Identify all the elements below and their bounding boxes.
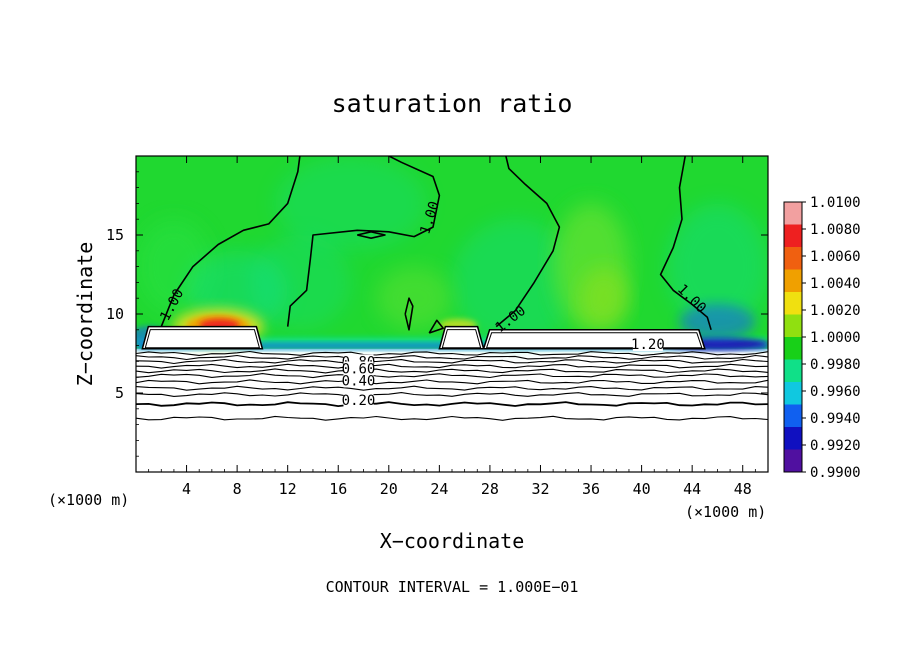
colorbar-swatch-4 <box>784 292 802 315</box>
field-blob-3 <box>452 219 579 346</box>
chart-title: saturation ratio <box>332 89 573 118</box>
colorbar-label-9: 0.9920 <box>810 438 861 454</box>
x-tick-label-0: 4 <box>182 480 191 498</box>
colorbar-label-10: 0.9900 <box>810 465 861 481</box>
cloud-inner-contour-0 <box>144 329 261 349</box>
y-axis-label: Z−coordinate <box>73 242 97 387</box>
colorbar-swatch-2 <box>784 247 802 270</box>
colorbar-swatch-1 <box>784 224 802 248</box>
contour-horizontal-0 <box>136 350 768 356</box>
x-unit-left: (×1000 m) <box>48 491 129 509</box>
colorbar-label-3: 1.0040 <box>810 276 861 292</box>
colorbar-label-6: 0.9980 <box>810 357 861 373</box>
saturation-field <box>136 156 768 472</box>
contour-horizontal-4 <box>136 368 768 374</box>
field-blob-1 <box>275 156 427 251</box>
x-tick-label-6: 28 <box>481 480 499 498</box>
plot-area: 1.001.001.001.001.200.800.600.400.20 <box>136 156 768 472</box>
contour-label-4: 1.20 <box>631 337 665 353</box>
contour-1-00-path-2 <box>495 156 561 328</box>
x-tick-label-10: 44 <box>683 480 701 498</box>
y-tick-label-0: 5 <box>115 384 124 402</box>
contour-label-bg-4 <box>632 337 663 351</box>
y-axis-ticks: 5 10 15 <box>106 171 768 457</box>
contour-interval-note: CONTOUR INTERVAL = 1.000E−01 <box>326 578 579 596</box>
colorbar-label-7: 0.9960 <box>810 384 861 400</box>
contour-label-group-8: 0.20 <box>342 393 376 409</box>
y-tick-label-1: 10 <box>106 305 124 323</box>
colorbar: 1.0100 1.0080 1.0060 1.0040 1.0020 1.0000 0.99… <box>783 195 861 481</box>
colorbar-swatch-10 <box>784 427 802 450</box>
x-tick-label-11: 48 <box>734 480 752 498</box>
field-blob-4 <box>666 203 768 330</box>
contour-label-bg-6 <box>343 361 374 376</box>
contour-horizontal-9 <box>136 401 768 408</box>
contour-1-00-path-3 <box>659 156 712 331</box>
x-tick-label-4: 20 <box>380 480 398 498</box>
contour-label-bg-7 <box>343 373 374 388</box>
colorbar-label-4: 1.0020 <box>810 303 861 319</box>
x-tick-label-1: 8 <box>233 480 242 498</box>
field-blob-7 <box>376 266 452 330</box>
colorbar-swatch-7 <box>784 359 802 383</box>
contour-label-bg-8 <box>343 393 374 408</box>
colorbar-swatch-5 <box>784 314 802 338</box>
contour-1-00-path-5 <box>357 231 386 239</box>
colorbar-label-8: 0.9940 <box>810 411 861 427</box>
cloud-inner-contour-1 <box>441 329 482 349</box>
cloud-inner-contour-2 <box>485 332 703 349</box>
contour-label-group-7: 0.40 <box>342 373 376 389</box>
x-tick-label-8: 36 <box>582 480 600 498</box>
contour-1-00-path-0 <box>160 156 301 327</box>
cloud-region-1 <box>438 325 485 350</box>
contour-1-00-path-6 <box>428 319 444 334</box>
contour-horizontal-6 <box>136 379 768 385</box>
colorbar-swatch-3 <box>784 269 802 293</box>
colorbar-swatch-6 <box>784 337 802 360</box>
x-unit-right: (×1000 m) <box>685 503 766 521</box>
x-tick-label-3: 16 <box>329 480 347 498</box>
y-tick-label-2: 15 <box>106 226 124 244</box>
x-axis-ticks: 4 8 12 16 20 24 28 32 36 40 44 48 <box>148 156 756 498</box>
colorbar-label-0: 1.0100 <box>810 195 861 211</box>
contour-horizontal-8 <box>136 392 768 398</box>
x-tick-label-7: 32 <box>531 480 549 498</box>
colorbar-swatch-11 <box>784 449 802 473</box>
x-tick-label-2: 12 <box>279 480 297 498</box>
x-axis-label: X−coordinate <box>380 529 525 553</box>
contour-1-00-path-1 <box>286 156 441 327</box>
contour-horizontal-1 <box>136 354 768 361</box>
colorbar-swatch-0 <box>784 202 802 225</box>
colorbar-label-5: 1.0000 <box>810 330 861 346</box>
field-blob-6 <box>578 266 629 330</box>
colorbar-label-2: 1.0060 <box>810 249 861 265</box>
colorbar-swatch-8 <box>784 382 802 405</box>
contour-horizontal-10 <box>136 415 768 421</box>
x-tick-label-5: 24 <box>430 480 448 498</box>
x-tick-label-9: 40 <box>633 480 651 498</box>
colorbar-swatch-9 <box>784 404 802 428</box>
contour-horizontal-3 <box>136 363 768 369</box>
contour-1-00-path-4 <box>404 297 414 331</box>
contour-horizontal-7 <box>136 385 768 391</box>
contour-label-8: 0.20 <box>342 393 376 409</box>
contour-horizontal-5 <box>136 373 768 379</box>
contour-label-group-4: 1.20 <box>631 337 665 353</box>
cloud-region-0 <box>141 325 264 350</box>
colorbar-label-1: 1.0080 <box>810 222 861 238</box>
contour-lines <box>136 156 768 421</box>
contour-label-7: 0.40 <box>342 373 376 389</box>
contour-horizontal-2 <box>136 358 768 365</box>
